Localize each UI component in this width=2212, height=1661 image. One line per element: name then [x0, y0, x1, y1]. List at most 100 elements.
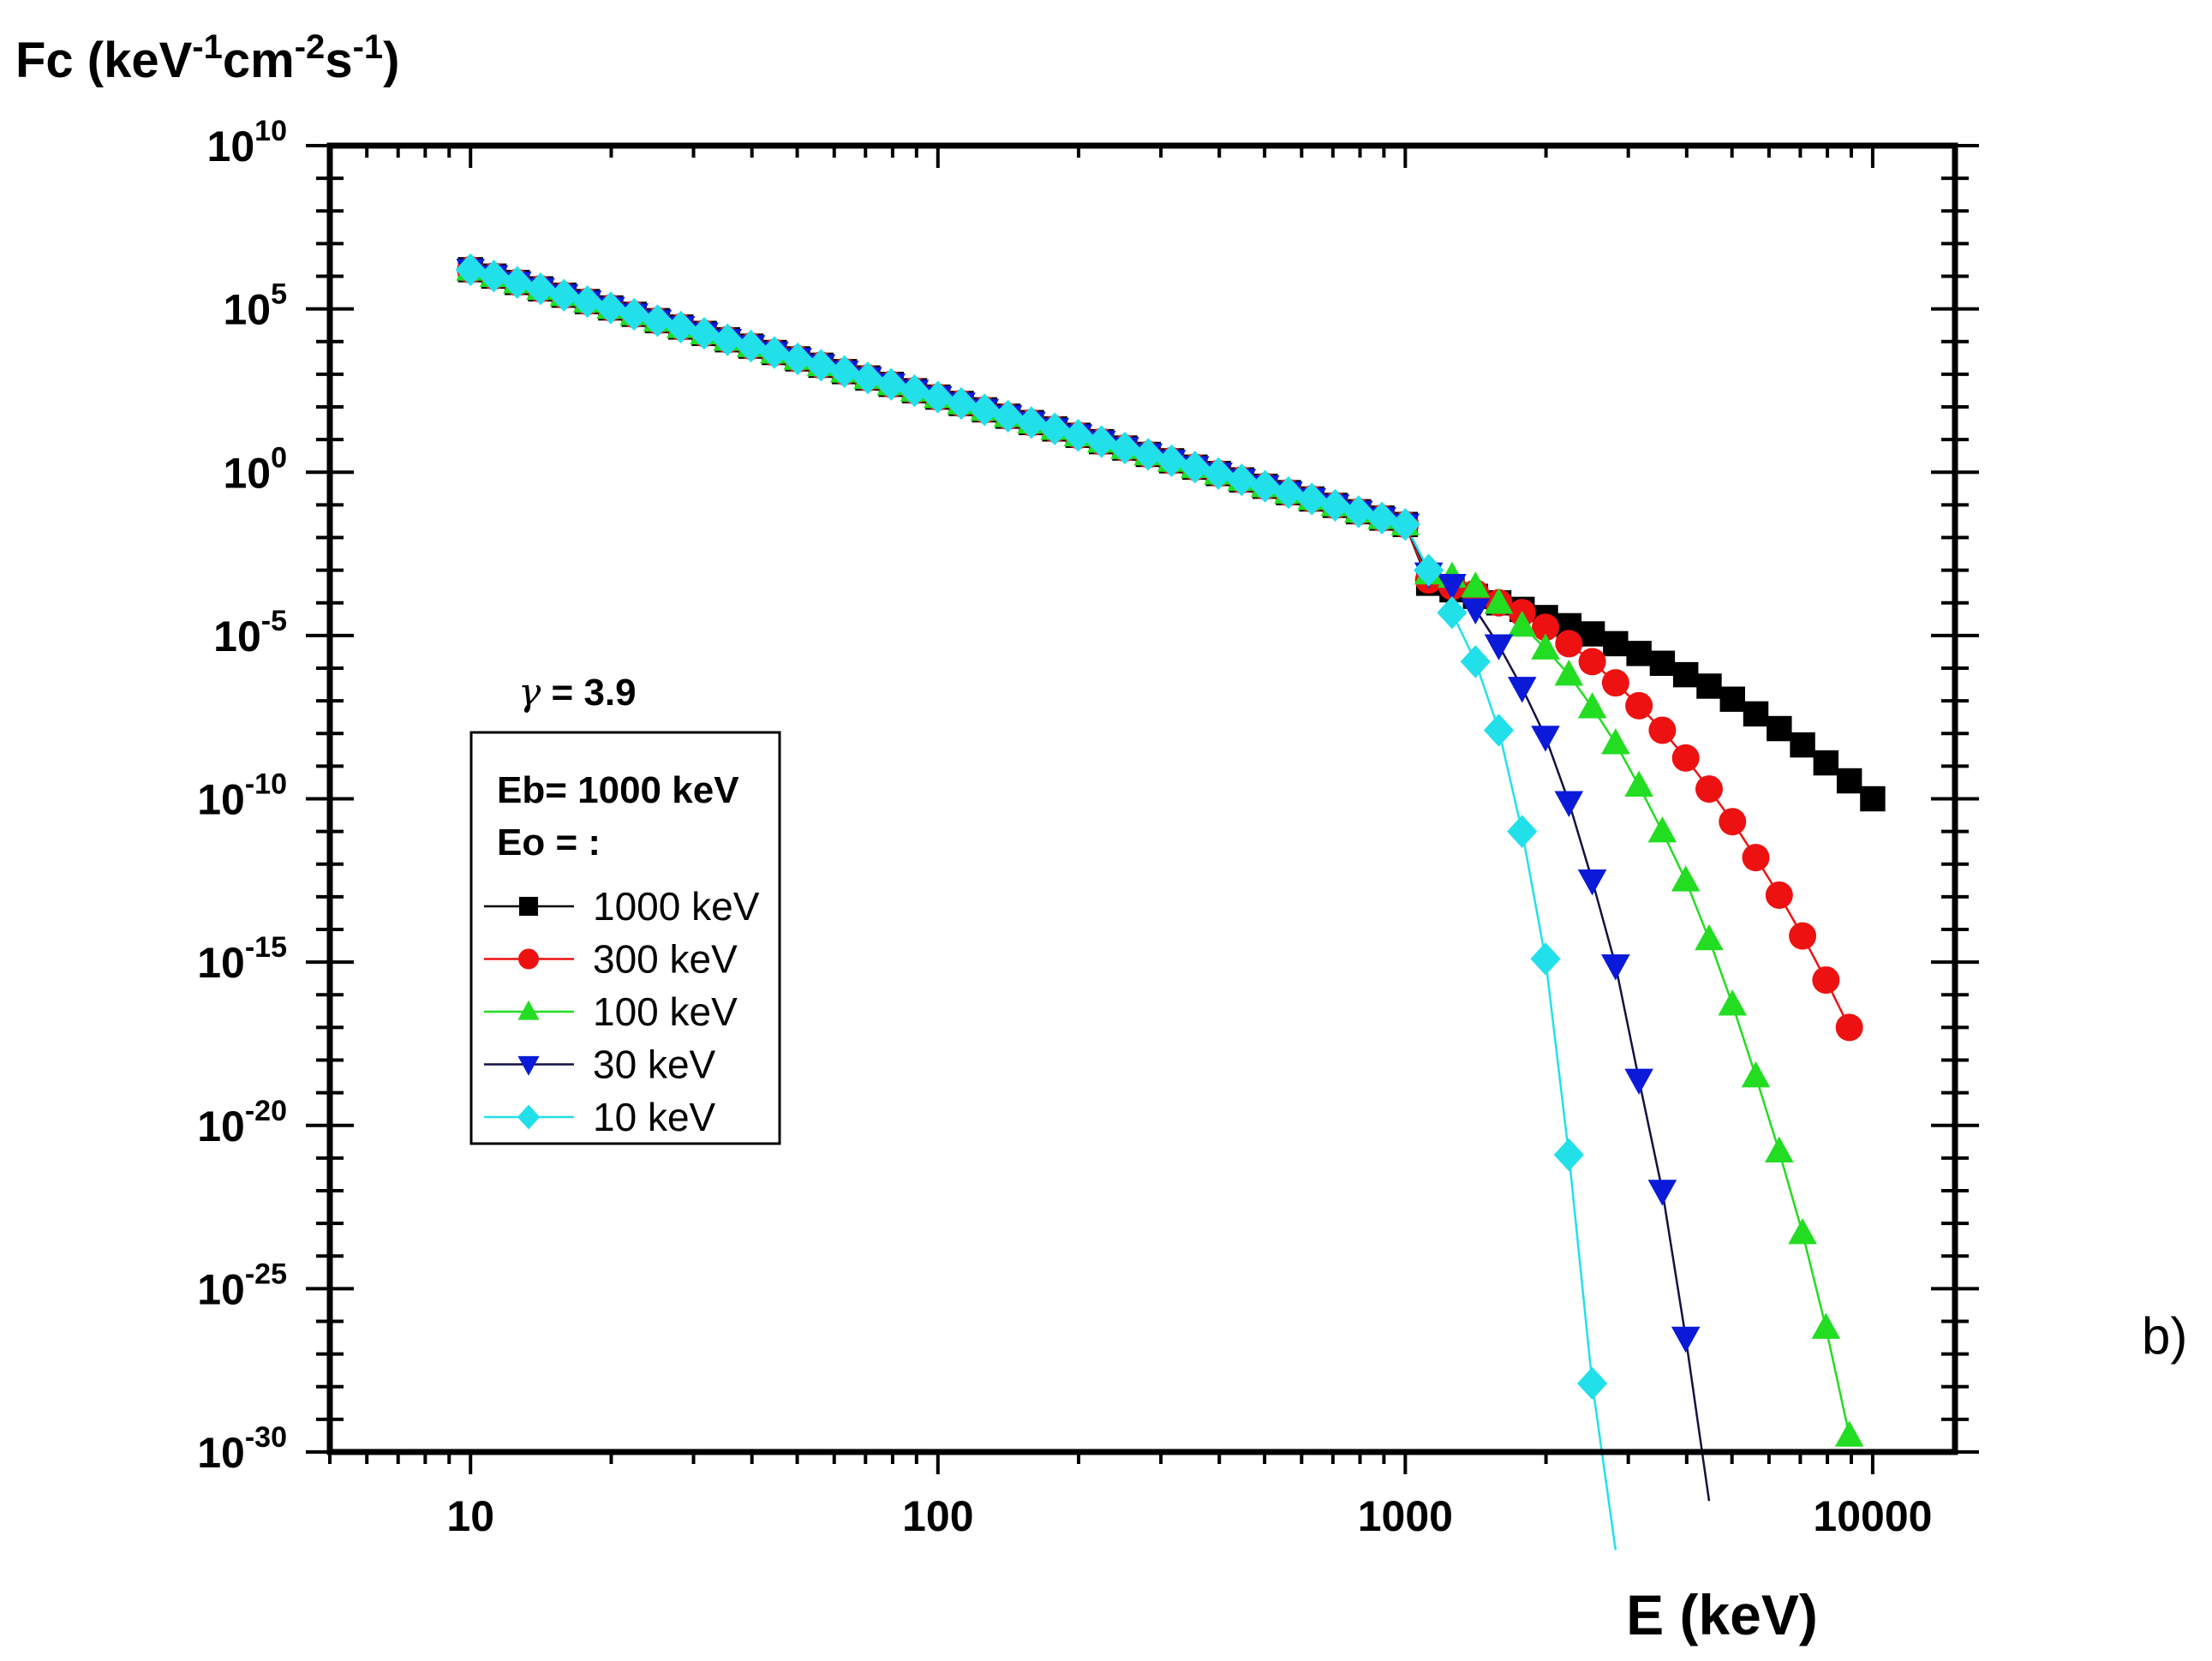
data-point — [1672, 661, 1699, 688]
data-point — [1226, 463, 1258, 497]
data-point — [899, 373, 930, 408]
data-point — [1039, 412, 1070, 445]
data-point — [1719, 686, 1745, 712]
data-point — [1789, 922, 1817, 950]
data-point — [852, 361, 883, 395]
data-point — [923, 380, 954, 414]
data-point — [1577, 692, 1607, 719]
legend-title-eb: Eb= 1000 keV — [497, 769, 739, 811]
data-point — [1647, 816, 1677, 843]
data-point — [993, 399, 1024, 433]
data-point — [1812, 966, 1840, 995]
data-point — [1695, 775, 1723, 804]
data-point — [1554, 660, 1584, 686]
legend-label: 300 keV — [593, 937, 738, 982]
data-point — [478, 260, 510, 293]
data-point — [1695, 923, 1724, 951]
data-point — [1437, 595, 1468, 630]
data-point — [1555, 630, 1583, 658]
data-point — [1579, 621, 1605, 647]
data-point — [1507, 610, 1537, 637]
data-point — [1788, 1217, 1817, 1245]
data-point — [805, 349, 837, 382]
data-point — [712, 323, 743, 356]
data-point — [1578, 648, 1606, 676]
data-point — [969, 393, 1000, 427]
data-point — [1109, 431, 1140, 465]
data-point — [1532, 613, 1560, 642]
data-point — [1790, 732, 1815, 758]
data-point — [735, 329, 767, 363]
data-point — [1601, 669, 1629, 697]
data-point — [946, 386, 977, 421]
data-point — [1696, 673, 1722, 699]
data-point — [1625, 691, 1653, 720]
y-tick-label: 10-5 — [213, 605, 287, 660]
y-tick-label: 10-30 — [197, 1421, 287, 1477]
data-point — [1624, 770, 1653, 798]
data-point — [1741, 1061, 1771, 1088]
data-point — [1601, 728, 1630, 755]
data-point — [1483, 714, 1515, 747]
data-point — [1296, 482, 1327, 516]
y-axis-label: Fc (keV-1cm-2s-1) — [15, 28, 399, 88]
data-point — [1250, 469, 1281, 503]
series-markers — [455, 253, 1886, 1447]
data-point — [1671, 865, 1701, 892]
data-point — [1461, 571, 1491, 598]
panel-label: b) — [2142, 1307, 2187, 1365]
data-point — [829, 355, 860, 389]
gamma-annotation: γ = 3.9 — [518, 671, 637, 714]
data-point — [1811, 1312, 1841, 1339]
data-point — [1577, 869, 1607, 896]
legend-label: 30 keV — [593, 1043, 716, 1087]
data-point — [1180, 451, 1211, 484]
legend-marker — [517, 1000, 540, 1020]
legend-label: 1000 keV — [593, 884, 760, 929]
data-point — [1507, 677, 1537, 703]
legend-marker — [518, 948, 539, 970]
data-point — [876, 367, 906, 401]
data-point — [1577, 1366, 1608, 1401]
y-tick-label: 100 — [223, 441, 287, 497]
data-point — [759, 336, 790, 369]
data-point — [572, 284, 603, 319]
data-point — [1062, 418, 1094, 452]
data-point — [1719, 808, 1747, 836]
data-point — [1603, 630, 1629, 657]
legend-label: 10 keV — [593, 1095, 716, 1139]
data-point — [1624, 1068, 1653, 1095]
y-tick-label: 10-25 — [197, 1258, 287, 1313]
data-point — [1390, 508, 1420, 541]
data-point — [1156, 444, 1187, 478]
data-point — [1531, 726, 1560, 752]
y-tick-label: 10-20 — [197, 1095, 287, 1150]
data-point — [1319, 488, 1351, 523]
data-point — [1601, 954, 1630, 981]
tick-layer: 10 100 1000 10000 1010 105 100 10-5 10-10 10-15 10… — [197, 115, 1979, 1540]
data-point — [1835, 1013, 1863, 1042]
data-point — [1460, 645, 1491, 678]
data-point — [1484, 634, 1514, 660]
legend-title-eo: Eo = : — [497, 822, 601, 863]
data-point — [1647, 1180, 1677, 1206]
legend-marker — [518, 896, 539, 917]
data-point — [1203, 457, 1234, 490]
y-tick-label: 10-15 — [197, 931, 287, 987]
data-point — [619, 297, 649, 332]
legend-marker — [517, 1104, 541, 1130]
data-point — [1648, 716, 1677, 744]
x-axis-label: E (keV) — [1626, 1583, 1818, 1646]
data-point — [1414, 553, 1444, 587]
data-point — [525, 272, 556, 306]
data-point — [1554, 791, 1584, 817]
data-point — [1133, 438, 1163, 471]
x-tick-label: 100 — [902, 1492, 973, 1540]
plot-frame — [326, 142, 1958, 1455]
legend-marker — [517, 1055, 540, 1076]
data-point — [1718, 989, 1748, 1016]
data-point — [1742, 844, 1770, 872]
data-point — [548, 278, 579, 312]
data-point — [1765, 881, 1793, 909]
